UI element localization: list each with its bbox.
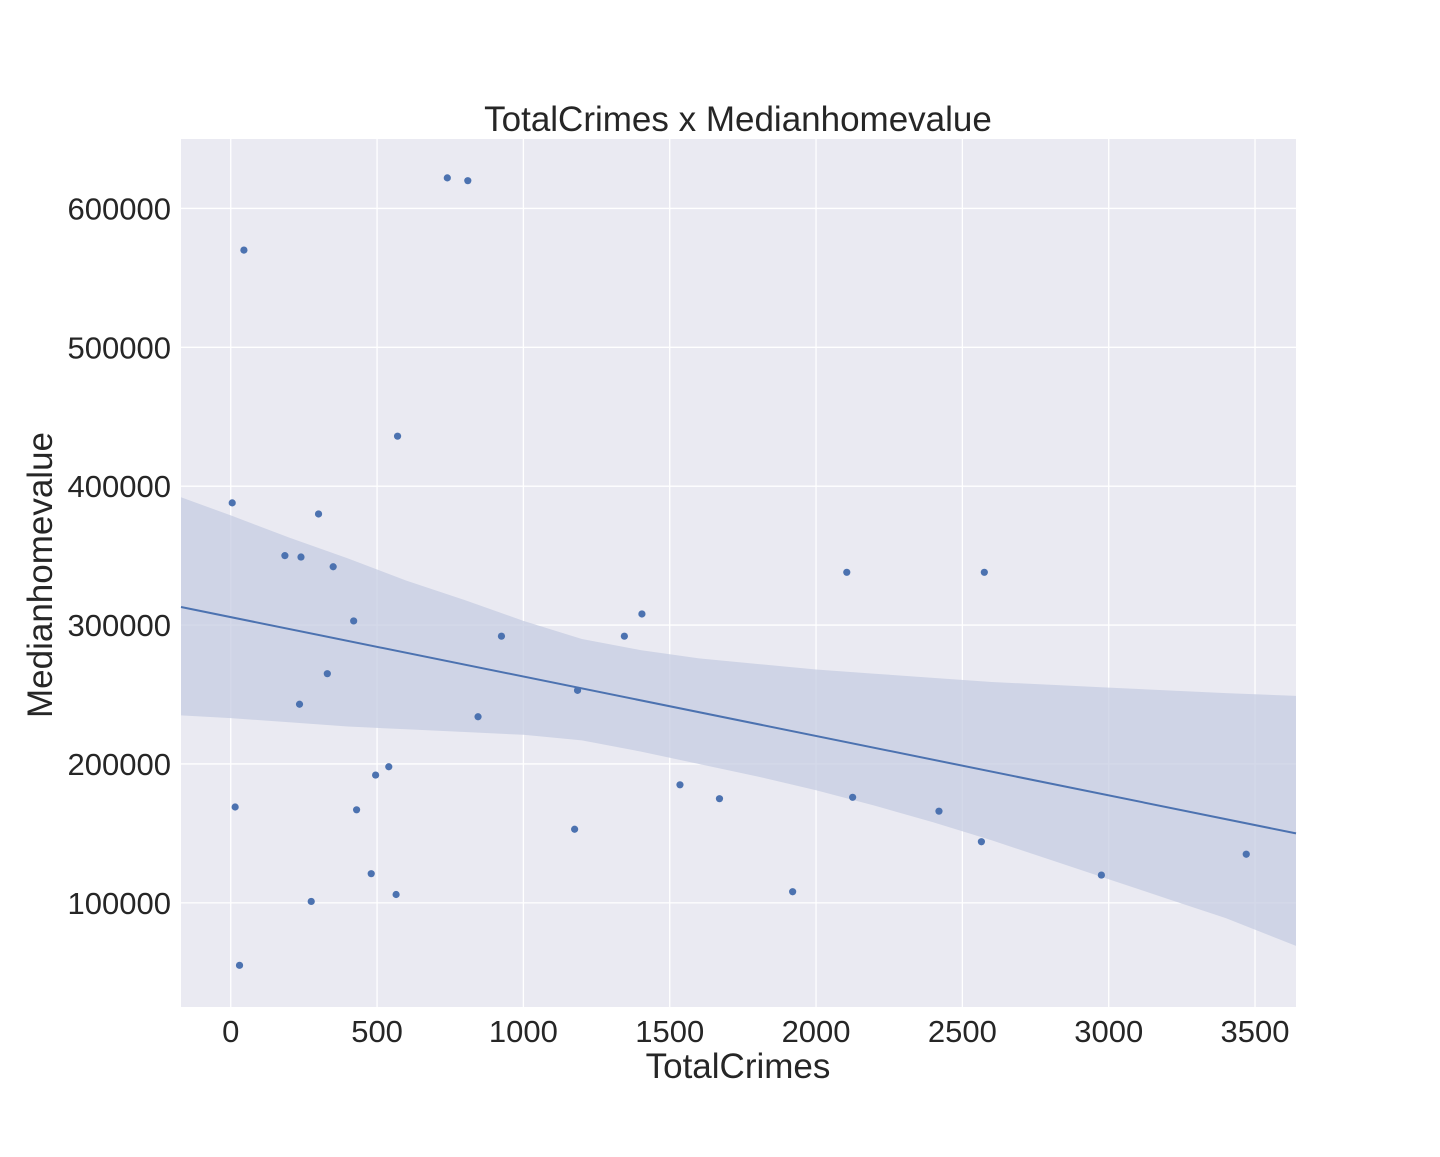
data-point xyxy=(329,563,337,571)
data-point xyxy=(573,686,582,694)
data-point xyxy=(1242,850,1250,858)
y-tick-label: 500000 xyxy=(68,330,171,365)
confidence-band xyxy=(181,497,1296,946)
x-tick-label: 1000 xyxy=(489,1014,558,1049)
x-axis-label: TotalCrimes xyxy=(646,1047,831,1086)
data-point xyxy=(314,510,323,518)
data-point xyxy=(392,890,400,899)
data-point xyxy=(228,499,236,507)
data-point xyxy=(307,897,315,906)
x-axis-ticks: 0 500 1000 1500 2000 2500 3000 3500 xyxy=(222,1014,1289,1049)
y-axis-label: Medianhomevalue xyxy=(21,432,60,718)
x-tick-label: 2500 xyxy=(928,1014,997,1049)
data-point xyxy=(393,432,402,440)
chart-title: TotalCrimes x Medianhomevalue xyxy=(484,100,992,139)
data-point xyxy=(497,632,506,640)
x-tick-label: 3000 xyxy=(1074,1014,1143,1049)
data-point xyxy=(849,793,857,801)
data-point xyxy=(977,838,986,846)
data-point xyxy=(1097,871,1105,879)
data-point xyxy=(789,888,797,896)
data-point xyxy=(231,803,239,811)
regression-line-layer xyxy=(180,606,1297,835)
y-tick-label: 300000 xyxy=(68,608,171,643)
x-tick-label: 0 xyxy=(222,1014,239,1049)
data-points xyxy=(228,174,1250,969)
y-tick-label: 200000 xyxy=(68,747,171,782)
data-point xyxy=(935,807,943,815)
data-point xyxy=(240,246,248,254)
x-tick-label: 2000 xyxy=(782,1014,851,1049)
data-point xyxy=(297,553,305,561)
data-point xyxy=(372,771,380,779)
data-point xyxy=(676,781,684,789)
data-point xyxy=(443,174,451,182)
y-axis-ticks: 100000 200000 300000 400000 500000 600000 xyxy=(68,191,171,920)
x-tick-label: 1500 xyxy=(635,1014,704,1049)
data-point xyxy=(367,870,375,878)
data-point xyxy=(474,713,482,721)
y-tick-label: 600000 xyxy=(68,191,171,226)
data-point xyxy=(638,610,646,618)
confidence-band-layer xyxy=(181,497,1296,946)
data-point xyxy=(980,568,988,576)
data-point xyxy=(843,568,851,576)
regression-line xyxy=(180,606,1297,835)
data-point xyxy=(281,552,289,560)
data-point xyxy=(323,670,331,678)
data-point xyxy=(352,806,361,814)
data-point xyxy=(295,700,304,708)
data-point xyxy=(620,632,628,640)
y-tick-label: 400000 xyxy=(68,469,171,504)
data-point xyxy=(571,825,579,833)
data-point xyxy=(464,177,472,185)
data-point xyxy=(350,617,358,625)
data-point xyxy=(385,763,393,771)
data-point xyxy=(715,795,724,803)
x-tick-label: 500 xyxy=(351,1014,403,1049)
x-tick-label: 3500 xyxy=(1221,1014,1290,1049)
y-tick-label: 100000 xyxy=(68,886,171,921)
data-point xyxy=(235,961,244,969)
